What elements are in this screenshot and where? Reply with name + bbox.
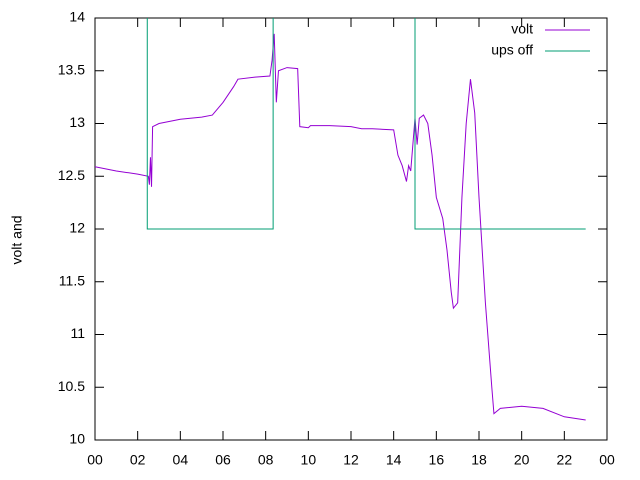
x-tick-label: 02 bbox=[130, 452, 146, 468]
x-tick-label: 12 bbox=[343, 452, 359, 468]
plot-border bbox=[94, 17, 608, 441]
x-tick-label: 04 bbox=[173, 452, 189, 468]
series-line bbox=[94, 33, 586, 421]
x-tick-label: 14 bbox=[386, 452, 402, 468]
y-tick-label: 10.5 bbox=[58, 378, 85, 394]
y-tick-label: 11 bbox=[70, 325, 85, 341]
y-tick-label: 14 bbox=[69, 9, 85, 25]
x-tick-label: 20 bbox=[514, 452, 530, 468]
legend-label: volt bbox=[511, 21, 533, 37]
y-tick-label: 12 bbox=[69, 220, 85, 236]
y-tick-label: 11.5 bbox=[59, 272, 85, 288]
x-tick-label: 08 bbox=[258, 452, 274, 468]
y-tick-label: 13 bbox=[69, 114, 85, 130]
y-axis-label: volt and bbox=[9, 215, 25, 264]
y-tick-label: 10 bbox=[69, 431, 85, 447]
x-tick-label: 18 bbox=[471, 452, 487, 468]
series-line bbox=[146, 18, 586, 230]
x-tick-label: 00 bbox=[599, 452, 615, 468]
x-tick-label: 16 bbox=[429, 452, 445, 468]
x-tick-label: 22 bbox=[557, 452, 573, 468]
y-tick-label: 13.5 bbox=[58, 61, 85, 77]
x-tick-label: 06 bbox=[215, 452, 231, 468]
y-tick-label: 12.5 bbox=[58, 167, 85, 183]
x-tick-label: 10 bbox=[301, 452, 317, 468]
x-tick-label: 00 bbox=[87, 452, 103, 468]
legend-label: ups off bbox=[491, 42, 533, 58]
